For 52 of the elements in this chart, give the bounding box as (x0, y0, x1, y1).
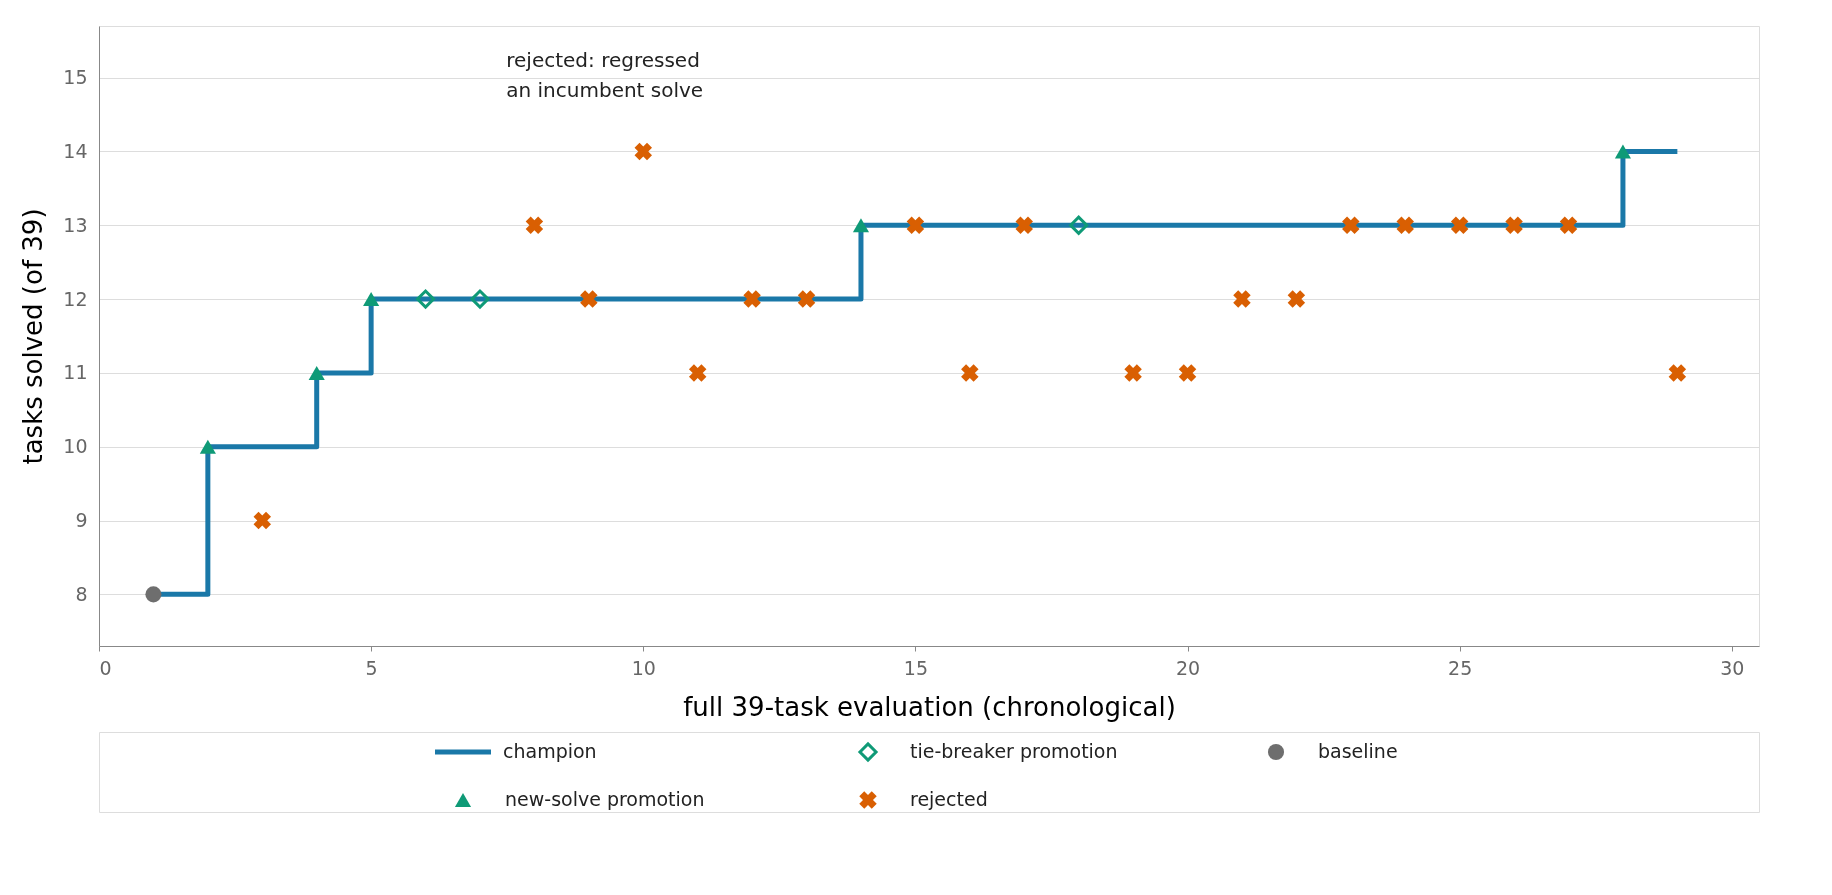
point (634, 142, 653, 161)
point (1559, 216, 1578, 235)
x-axis-title: full 39-task evaluation (chronological) (683, 691, 1176, 722)
point (1015, 216, 1033, 235)
y-tick-label: 12 (63, 287, 88, 310)
y-tick-label: 13 (63, 213, 88, 236)
point (743, 290, 761, 308)
x-tick-label: 10 (631, 656, 656, 679)
point (1178, 364, 1197, 382)
point (1396, 216, 1414, 235)
point (852, 218, 870, 233)
legend-label: baseline (1318, 740, 1398, 762)
point (580, 290, 598, 308)
legend-label: rejected (910, 788, 988, 810)
point (1505, 216, 1523, 235)
x-tick-label: 0 (99, 656, 112, 679)
point (470, 289, 490, 309)
x-tick-label: 15 (903, 656, 928, 679)
y-tick-label: 8 (75, 582, 88, 605)
point (906, 216, 925, 235)
point (1450, 216, 1469, 235)
point (688, 364, 707, 382)
legend-label: champion (503, 740, 597, 762)
point (1668, 364, 1687, 382)
point (199, 439, 216, 454)
point (797, 290, 816, 308)
point (416, 289, 436, 309)
y-tick-label: 9 (75, 509, 88, 532)
legend-label: tie-breaker promotion (910, 740, 1118, 762)
y-tick-label: 15 (63, 66, 88, 89)
point (1342, 216, 1360, 235)
x-tick-label: 5 (365, 656, 378, 679)
y-tick-label: 11 (63, 361, 88, 384)
point (1124, 364, 1142, 382)
point (1233, 290, 1251, 308)
point (1287, 290, 1306, 308)
annotation: rejected: regressed an incumbent solve (506, 48, 704, 103)
y-axis-title: tasks solved (of 39) (18, 208, 49, 465)
point (253, 511, 272, 530)
point (1614, 144, 1631, 159)
point (308, 365, 325, 380)
point (961, 364, 979, 382)
y-tick-label: 14 (63, 139, 88, 162)
x-tick-label: 20 (1175, 656, 1201, 679)
x-tick-label: 30 (1720, 656, 1745, 679)
point (145, 586, 162, 603)
point (1069, 215, 1089, 235)
x-tick-label: 25 (1448, 656, 1473, 679)
point (363, 292, 380, 307)
legend-label: new-solve promotion (505, 788, 705, 810)
y-tick-label: 10 (63, 435, 88, 458)
point (525, 216, 544, 235)
